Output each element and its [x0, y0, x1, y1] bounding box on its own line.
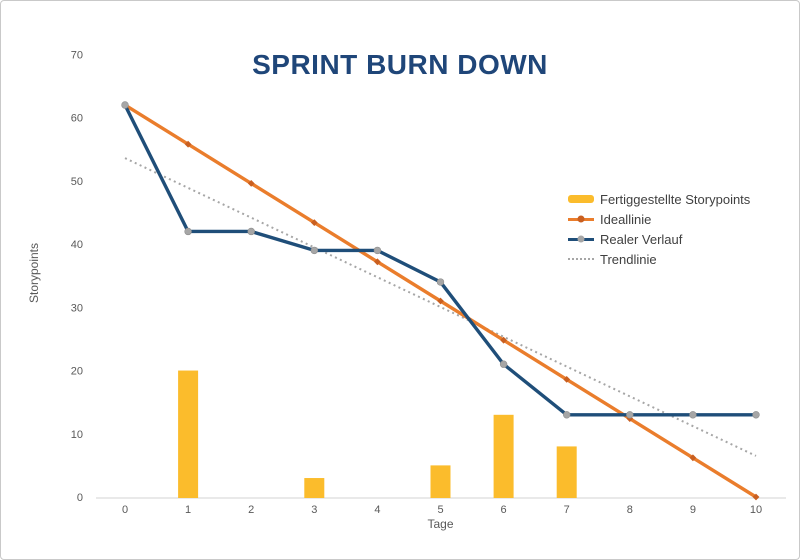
x-tick-label: 8	[627, 504, 633, 516]
y-tick-label: 20	[71, 366, 83, 378]
realer-verlauf-marker	[499, 360, 508, 368]
realer-verlauf-marker	[752, 411, 760, 419]
x-tick-label: 7	[564, 504, 570, 516]
y-tick-label: 40	[71, 239, 83, 251]
realer-verlauf-marker	[436, 278, 445, 286]
bar-fertiggestellte-storypoints	[304, 478, 325, 498]
legend-marker-dot-icon	[577, 235, 585, 243]
legend-bar-swatch	[568, 195, 594, 203]
legend-item-realer-verlauf: Realer Verlauf	[568, 231, 750, 247]
y-tick-label: 0	[77, 492, 83, 504]
ideallinie-marker	[563, 376, 571, 383]
realer-verlauf-marker	[247, 227, 255, 236]
ideallinie-marker	[247, 180, 255, 187]
x-tick-label: 3	[311, 504, 317, 516]
y-tick-label: 70	[71, 49, 83, 61]
x-tick-label: 2	[248, 504, 254, 516]
x-tick-label: 1	[185, 504, 191, 516]
legend-label: Trendlinie	[600, 251, 657, 267]
ideallinie-marker	[500, 336, 507, 344]
bar-fertiggestellte-storypoints	[178, 370, 199, 498]
legend: Fertiggestellte Storypoints Ideallinie R…	[568, 191, 750, 267]
realer-verlauf-marker	[373, 246, 382, 255]
y-tick-label: 60	[71, 113, 83, 125]
legend-item-fertiggestellte-storypoints: Fertiggestellte Storypoints	[568, 191, 750, 207]
realer-verlauf-marker	[689, 411, 697, 419]
bar-fertiggestellte-storypoints	[556, 446, 577, 498]
x-axis-title: Tage	[427, 517, 454, 531]
bar-fertiggestellte-storypoints	[430, 465, 451, 498]
legend-item-ideallinie: Ideallinie	[568, 211, 750, 227]
y-tick-label: 10	[71, 429, 83, 441]
y-tick-label: 50	[71, 176, 83, 188]
realer-verlauf-marker	[562, 411, 571, 419]
legend-dotted-swatch	[568, 258, 594, 260]
ideallinie-marker	[310, 219, 318, 226]
ideallinie-marker	[374, 258, 381, 266]
ideallinie-marker	[437, 297, 444, 305]
realer-verlauf-marker	[184, 227, 192, 236]
legend-label: Fertiggestellte Storypoints	[600, 191, 751, 207]
chart-title: SPRINT BURN DOWN	[252, 49, 548, 80]
legend-line-swatch	[568, 235, 594, 243]
realer-verlauf-marker	[121, 101, 129, 109]
legend-label: Realer Verlauf	[600, 231, 683, 247]
x-tick-label: 0	[122, 504, 128, 516]
legend-label: Ideallinie	[600, 211, 652, 227]
ideallinie-marker	[689, 454, 697, 462]
realer-verlauf-marker	[310, 246, 318, 255]
realer-verlauf-marker	[626, 411, 634, 419]
ideallinie-marker	[184, 140, 192, 148]
x-tick-label: 4	[374, 504, 380, 516]
x-tick-label: 5	[437, 504, 443, 516]
x-tick-label: 10	[750, 504, 762, 516]
bar-fertiggestellte-storypoints	[493, 414, 514, 498]
x-tick-label: 6	[501, 504, 507, 516]
legend-line-swatch	[568, 215, 594, 223]
ideallinie-marker	[752, 493, 760, 501]
legend-item-trendlinie: Trendlinie	[568, 251, 750, 267]
y-tick-label: 30	[71, 302, 83, 314]
legend-marker-dot-icon	[577, 215, 585, 223]
x-tick-label: 9	[690, 504, 696, 516]
